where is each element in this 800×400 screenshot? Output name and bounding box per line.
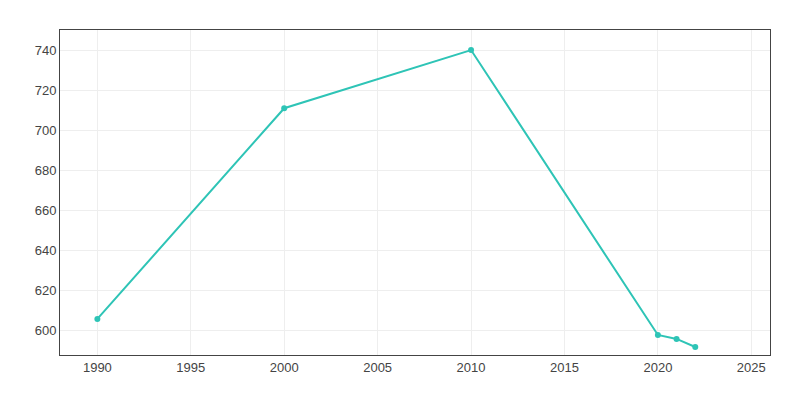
svg-text:2015: 2015 (550, 360, 579, 375)
svg-text:680: 680 (35, 163, 57, 178)
svg-text:2025: 2025 (737, 360, 766, 375)
svg-text:660: 660 (35, 203, 57, 218)
svg-text:2020: 2020 (643, 360, 672, 375)
svg-text:2000: 2000 (270, 360, 299, 375)
svg-text:740: 740 (35, 43, 57, 58)
svg-text:620: 620 (35, 283, 57, 298)
svg-text:720: 720 (35, 83, 57, 98)
svg-text:700: 700 (35, 123, 57, 138)
svg-text:1995: 1995 (176, 360, 205, 375)
svg-text:640: 640 (35, 243, 57, 258)
svg-text:2005: 2005 (363, 360, 392, 375)
svg-text:600: 600 (35, 323, 57, 338)
svg-text:2010: 2010 (457, 360, 486, 375)
svg-text:1990: 1990 (83, 360, 112, 375)
